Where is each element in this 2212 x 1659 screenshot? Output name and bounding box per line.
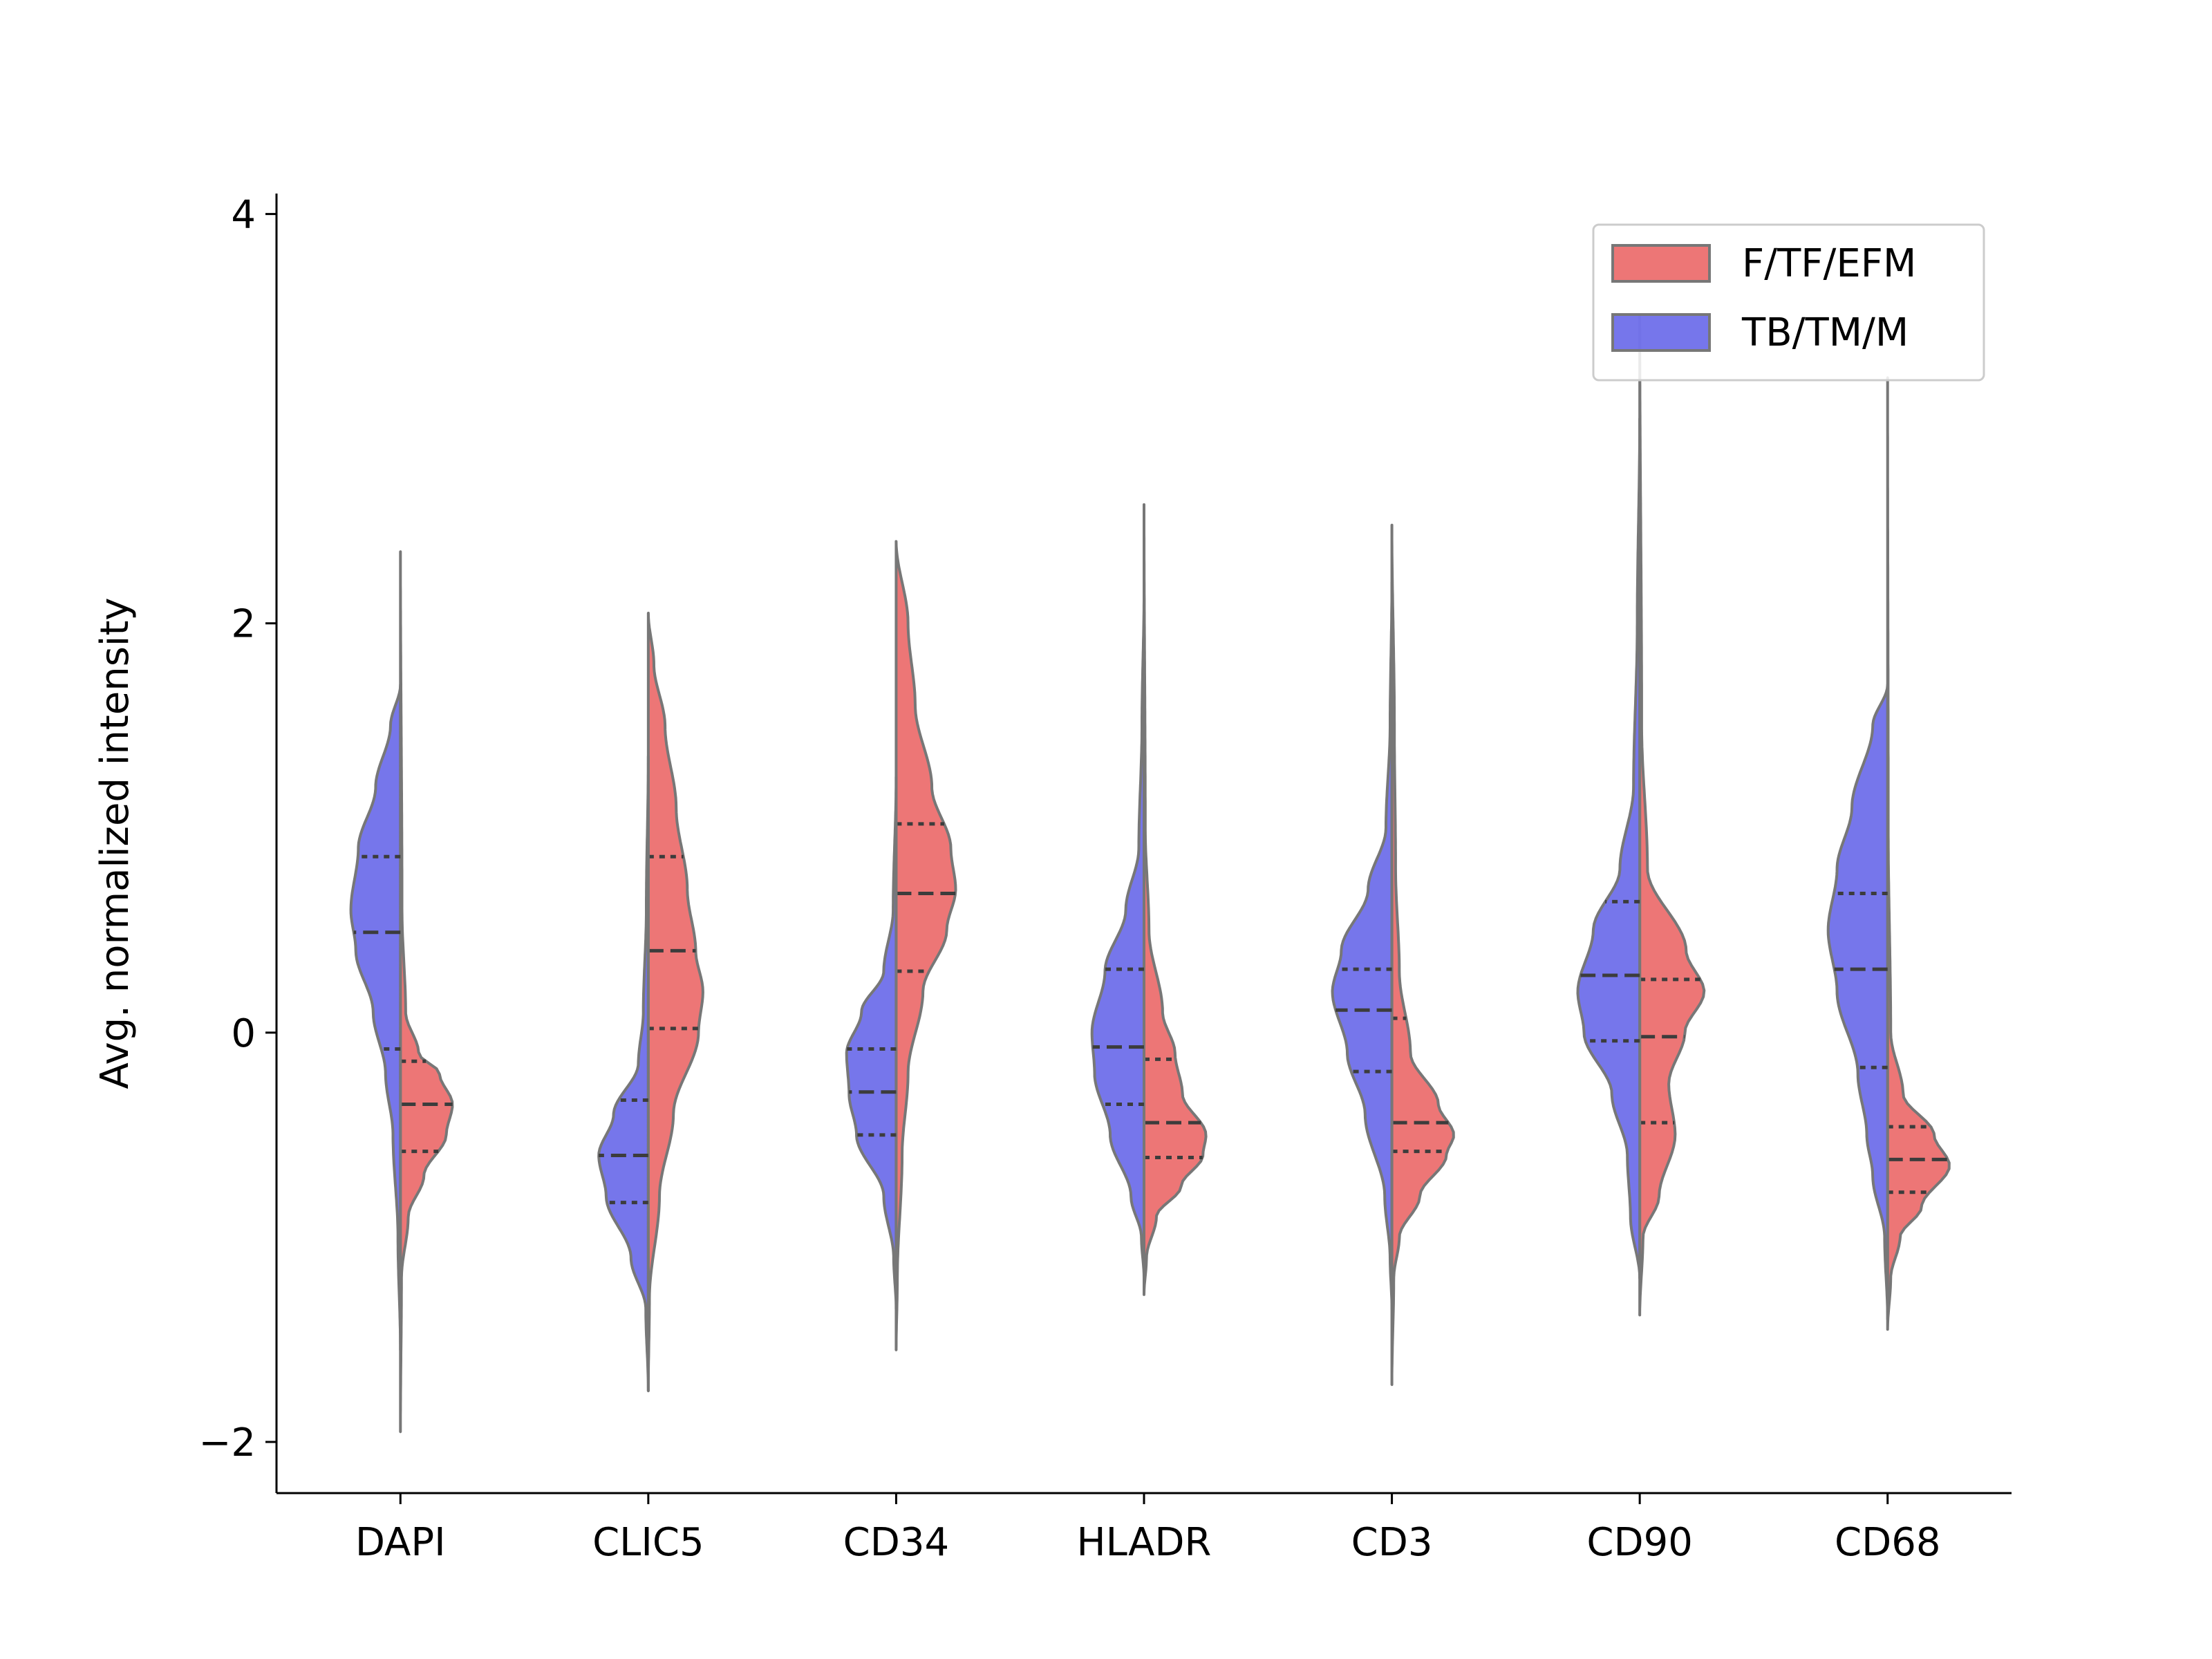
violin-cd34-f-tf-efm bbox=[894, 540, 957, 1351]
axes: −2 0 2 4 DAPI CLIC5 CD34 HLADR CD3 CD90 CD68 Avg.… bbox=[93, 193, 2012, 1565]
y-tick-label: −2 bbox=[198, 1421, 256, 1465]
violin-dapi-f-tf-efm bbox=[399, 550, 454, 1434]
y-tick-label: 0 bbox=[231, 1011, 256, 1056]
y-tick-label: 4 bbox=[231, 193, 256, 238]
violin-cd68-tb-tm-m bbox=[1826, 683, 1889, 1321]
violin-cd90-tb-tm-m bbox=[1576, 417, 1642, 1280]
x-tick-label-cd34: CD34 bbox=[843, 1520, 949, 1565]
violin-hladr-f-tf-efm bbox=[1143, 503, 1208, 1296]
x-tick-label-cd3: CD3 bbox=[1351, 1520, 1433, 1565]
x-tick-label-hladr: HLADR bbox=[1077, 1520, 1212, 1565]
legend-swatch bbox=[1611, 313, 1711, 352]
legend-entries: F/TF/EFM TB/TM/M bbox=[1611, 241, 1916, 355]
violin-body bbox=[1090, 591, 1145, 1280]
x-tick-label-cd68: CD68 bbox=[1835, 1520, 1940, 1565]
violin-body bbox=[646, 611, 704, 1392]
violin-body bbox=[1331, 581, 1394, 1311]
violin-clic5-tb-tm-m bbox=[597, 755, 650, 1392]
x-tick-label-dapi: DAPI bbox=[355, 1520, 446, 1565]
violin-body bbox=[1143, 503, 1208, 1296]
x-tick-label-cd90: CD90 bbox=[1586, 1520, 1692, 1565]
violin-cd3-f-tf-efm bbox=[1390, 523, 1455, 1387]
legend-label: TB/TM/M bbox=[1741, 310, 1909, 355]
violin-body bbox=[349, 683, 402, 1351]
violin-cd90-f-tf-efm bbox=[1638, 315, 1706, 1317]
legend: F/TF/EFM TB/TM/M bbox=[1592, 223, 1985, 382]
violin-body bbox=[1638, 315, 1706, 1317]
violin-body bbox=[399, 550, 454, 1434]
y-tick-label: 2 bbox=[231, 602, 256, 647]
violin-dapi-tb-tm-m bbox=[349, 683, 402, 1351]
violin-body bbox=[1390, 523, 1455, 1387]
violin-body bbox=[894, 540, 957, 1351]
violin-body bbox=[845, 775, 898, 1311]
violin-cd34-tb-tm-m bbox=[845, 775, 898, 1311]
violin-hladr-tb-tm-m bbox=[1090, 591, 1145, 1280]
y-axis-label: Avg. normalized intensity bbox=[93, 597, 138, 1089]
violin-body bbox=[1826, 683, 1889, 1321]
legend-swatch bbox=[1611, 244, 1711, 283]
legend-label: F/TF/EFM bbox=[1742, 241, 1916, 286]
violin-clic5-f-tf-efm bbox=[646, 611, 704, 1392]
violin-body bbox=[1576, 417, 1642, 1280]
x-tick-label-clic5: CLIC5 bbox=[592, 1520, 704, 1565]
violin-cd3-tb-tm-m bbox=[1331, 581, 1394, 1311]
violin-body bbox=[1886, 376, 1951, 1331]
x-ticks: DAPI CLIC5 CD34 HLADR CD3 CD90 CD68 bbox=[355, 1493, 1940, 1565]
violins-layer bbox=[349, 315, 1951, 1434]
violin-cd68-f-tf-efm bbox=[1886, 376, 1951, 1331]
violin-body bbox=[597, 755, 650, 1392]
y-ticks: −2 0 2 4 bbox=[198, 193, 276, 1465]
